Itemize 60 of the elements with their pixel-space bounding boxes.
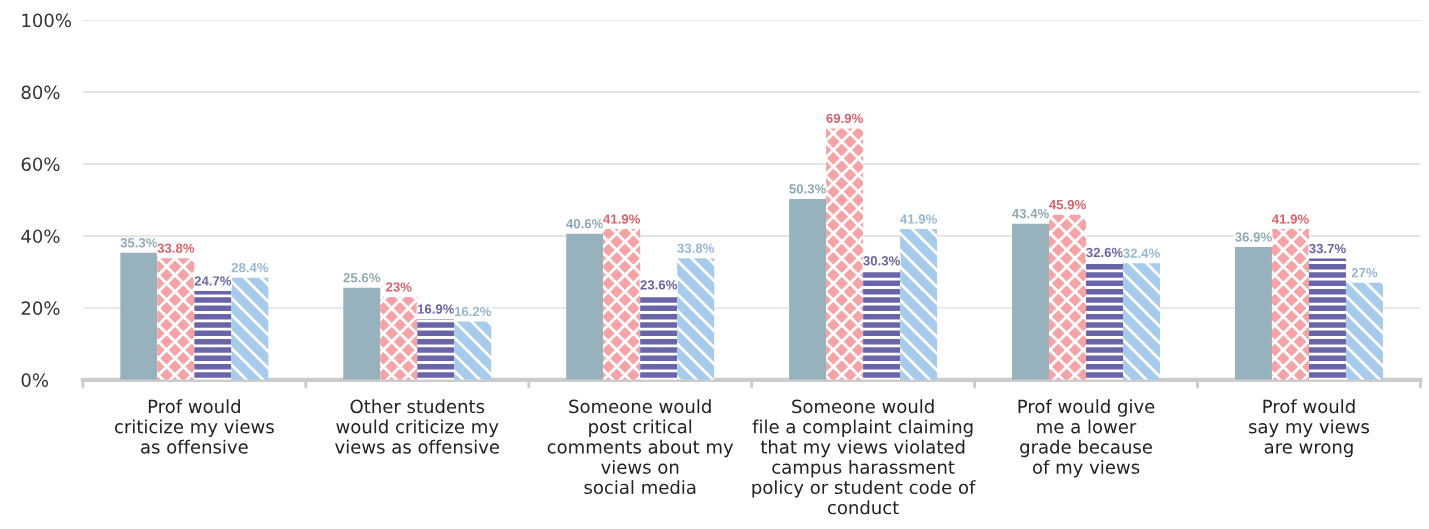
bar bbox=[826, 128, 864, 380]
bar bbox=[789, 198, 827, 380]
x-tick-label: Someone would file a complaint claiming that my views violated campus harassment policy or student code of conduct bbox=[752, 399, 976, 515]
bar bbox=[1345, 282, 1383, 380]
bar bbox=[157, 258, 195, 380]
data-label: 23.6% bbox=[640, 280, 678, 290]
x-tick-label: Other students would criticize my views as offensive bbox=[335, 399, 500, 454]
data-label: 30.3% bbox=[863, 256, 900, 266]
data-label: 41.9% bbox=[900, 214, 937, 224]
x-tick-label: Someone would post critical comments about my views on social media bbox=[547, 399, 734, 495]
x-tick-label: Prof would criticize my views as offensive bbox=[114, 399, 274, 454]
data-label: 32.6% bbox=[1086, 247, 1123, 258]
data-label: 33.7% bbox=[1309, 243, 1346, 254]
y-tick-label: 20% bbox=[21, 301, 60, 315]
data-label: 35.3% bbox=[120, 238, 158, 248]
bar bbox=[343, 287, 381, 380]
bar bbox=[900, 229, 938, 380]
bar bbox=[863, 270, 901, 380]
data-label: 41.9% bbox=[1271, 214, 1309, 224]
bar bbox=[1308, 258, 1346, 380]
bar bbox=[640, 294, 678, 380]
data-label: 27% bbox=[1351, 267, 1378, 278]
data-label: 41.9% bbox=[603, 214, 641, 224]
data-label: 36.9% bbox=[1235, 232, 1272, 242]
x-tick-label: Prof would give me a lower grade because of my views bbox=[1018, 399, 1155, 478]
bar bbox=[1012, 223, 1050, 380]
data-label: 32.4% bbox=[1123, 248, 1160, 258]
y-tick-label: 40% bbox=[21, 229, 60, 244]
bar bbox=[1049, 214, 1087, 380]
bar bbox=[231, 277, 269, 380]
data-label: 50.3% bbox=[789, 184, 826, 194]
bar bbox=[194, 290, 232, 380]
bar bbox=[1086, 262, 1124, 380]
y-tick-label: 80% bbox=[21, 85, 60, 100]
data-label: 24.7% bbox=[194, 276, 232, 286]
y-tick-label: 60% bbox=[21, 157, 60, 172]
data-label: 33.8% bbox=[157, 243, 195, 253]
bar bbox=[454, 321, 492, 380]
data-label: 69.9% bbox=[826, 113, 863, 123]
data-label: 28.4% bbox=[231, 262, 269, 273]
bar bbox=[1123, 263, 1161, 380]
bar bbox=[566, 233, 604, 380]
data-label: 40.6% bbox=[566, 219, 604, 229]
bar bbox=[677, 258, 715, 380]
data-label: 25.6% bbox=[343, 273, 381, 283]
data-label: 43.4% bbox=[1012, 208, 1049, 219]
bar bbox=[417, 319, 455, 380]
y-tick-label: 100% bbox=[22, 13, 71, 28]
data-label: 23% bbox=[386, 282, 412, 292]
data-label: 45.9% bbox=[1049, 199, 1086, 210]
bar bbox=[380, 297, 418, 380]
bar bbox=[120, 252, 158, 380]
data-label: 16.2% bbox=[454, 306, 492, 317]
bar bbox=[1271, 229, 1309, 380]
bar bbox=[603, 229, 641, 380]
y-tick-label: 0% bbox=[21, 373, 49, 387]
data-label: 16.9% bbox=[417, 304, 455, 314]
x-tick-label: Prof would say my views are wrong bbox=[1249, 399, 1370, 458]
data-label: 33.8% bbox=[677, 243, 715, 253]
bar bbox=[1234, 247, 1272, 380]
